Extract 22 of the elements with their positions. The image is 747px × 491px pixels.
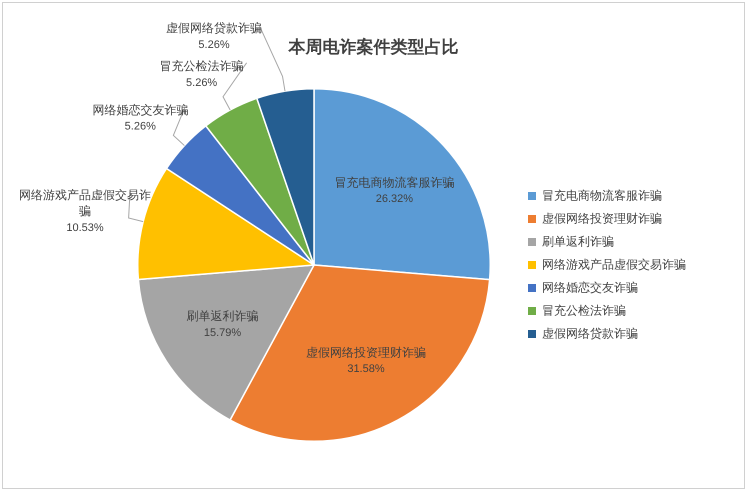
slice-label: 网络婚恋交友诈骗: [92, 102, 188, 117]
data-label: 10.53%: [66, 222, 104, 234]
data-label: 15.79%: [204, 326, 242, 339]
legend-label: 网络游戏产品虚假交易诈骗: [542, 257, 686, 272]
slice-label: 冒充电商物流客服诈骗: [334, 175, 454, 190]
slice-label: 冒充公检法诈骗: [160, 59, 244, 74]
slice-label: 刷单返利诈骗: [186, 309, 258, 324]
legend-label: 虚假网络贷款诈骗: [542, 326, 638, 340]
text: 本周电诈案件类型占比: [288, 36, 458, 57]
legend-label: 网络婚恋交友诈骗: [542, 280, 638, 294]
slice-label: 虚假网络投资理财诈骗: [306, 345, 426, 360]
legend-label: 冒充公检法诈骗: [542, 303, 626, 318]
data-label: 26.32%: [376, 193, 414, 206]
legend-label: 冒充电商物流客服诈骗: [542, 188, 662, 202]
legend-label: 刷单返利诈骗: [542, 234, 614, 248]
data-label: 5.26%: [198, 38, 230, 51]
slice-label: 网络游戏产品虚假交易诈骗: [19, 188, 152, 218]
data-label: 5.26%: [124, 120, 156, 132]
data-label: 5.26%: [186, 76, 218, 89]
legend-label: 虚假网络投资理财诈骗: [542, 211, 662, 226]
data-label: 31.58%: [347, 363, 385, 376]
slice-label: 虚假网络贷款诈骗: [166, 21, 262, 36]
